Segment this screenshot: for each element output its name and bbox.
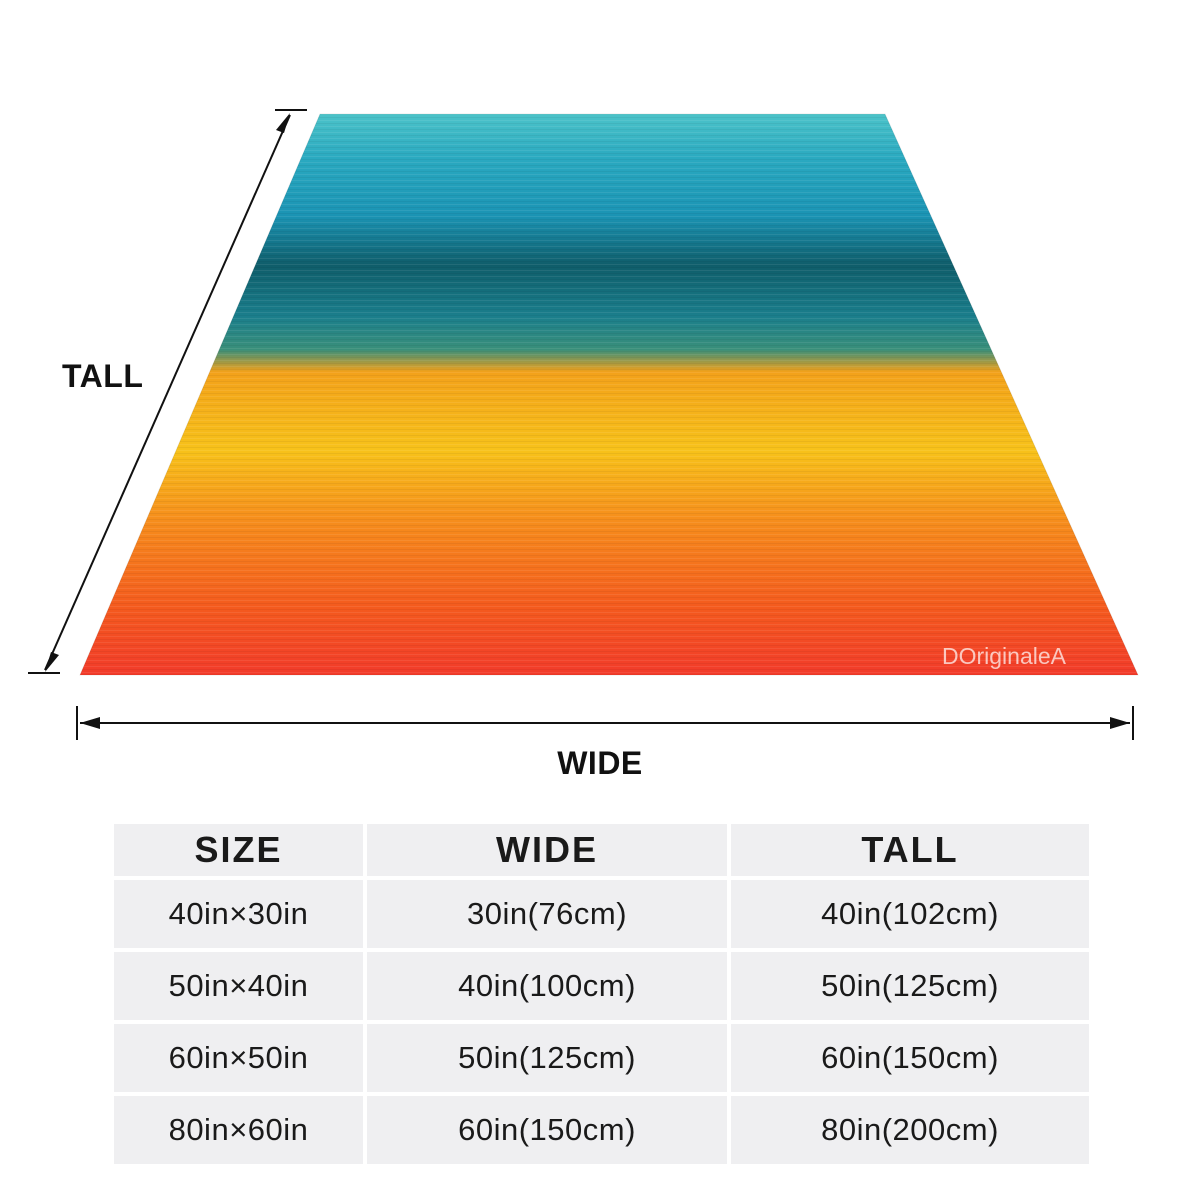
tall-cell: 80in(200cm) [731, 1096, 1089, 1164]
header-size: SIZE [114, 824, 363, 876]
blanket-illustration: DOriginaleA [28, 109, 1139, 740]
size-table: SIZE WIDE TALL 40in×30in 30in(76cm) 40in… [114, 824, 1089, 1164]
wide-cell: 40in(100cm) [367, 952, 727, 1020]
tall-cell: 60in(150cm) [731, 1024, 1089, 1092]
wide-cell: 60in(150cm) [367, 1096, 727, 1164]
tall-dimension-arrow [28, 109, 307, 674]
tall-cell: 40in(102cm) [731, 880, 1089, 948]
wide-dimension-arrow [76, 706, 1134, 740]
size-cell: 80in×60in [114, 1096, 363, 1164]
header-tall: TALL [731, 824, 1089, 876]
wide-cell: 50in(125cm) [367, 1024, 727, 1092]
wide-label: WIDE [557, 745, 643, 781]
size-cell: 40in×30in [114, 880, 363, 948]
wide-cell: 30in(76cm) [367, 880, 727, 948]
size-cell: 50in×40in [114, 952, 363, 1020]
tall-label: TALL [62, 358, 144, 394]
blanket [79, 113, 1139, 676]
size-cell: 60in×50in [114, 1024, 363, 1092]
tall-cell: 50in(125cm) [731, 952, 1089, 1020]
header-wide: WIDE [367, 824, 727, 876]
watermark: DOriginaleA [942, 643, 1067, 669]
